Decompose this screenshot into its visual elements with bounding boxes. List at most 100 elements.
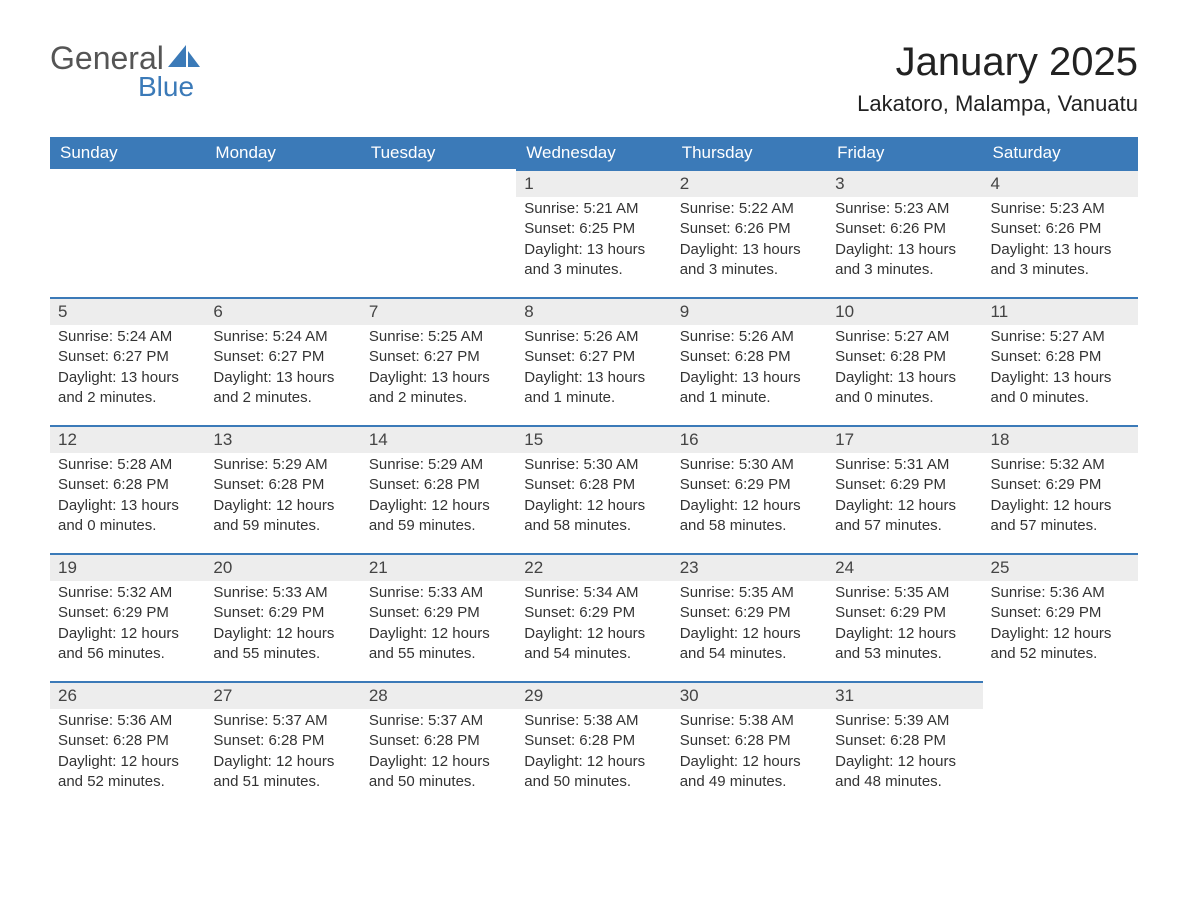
month-title: January 2025 [857,40,1138,85]
sunset-text: Sunset: 6:27 PM [58,347,197,367]
day-number: 13 [205,425,360,453]
sunset-text: Sunset: 6:28 PM [680,731,819,751]
sunrise-text: Sunrise: 5:37 AM [213,711,352,731]
sunrise-text: Sunrise: 5:39 AM [835,711,974,731]
day-details: Sunrise: 5:37 AMSunset: 6:28 PMDaylight:… [205,709,360,800]
sunrise-text: Sunrise: 5:23 AM [835,199,974,219]
daylight-text: Daylight: 13 hours and 2 minutes. [369,368,508,409]
calendar-day-cell: 21Sunrise: 5:33 AMSunset: 6:29 PMDayligh… [361,553,516,681]
calendar-day-cell: 9Sunrise: 5:26 AMSunset: 6:28 PMDaylight… [672,297,827,425]
daylight-text: Daylight: 12 hours and 49 minutes. [680,752,819,793]
day-number: 7 [361,297,516,325]
title-block: January 2025 Lakatoro, Malampa, Vanuatu [857,40,1138,117]
daylight-text: Daylight: 12 hours and 59 minutes. [213,496,352,537]
day-number: 12 [50,425,205,453]
weekday-header: Wednesday [516,137,671,169]
sunrise-text: Sunrise: 5:30 AM [680,455,819,475]
sunset-text: Sunset: 6:29 PM [991,603,1130,623]
location-subtitle: Lakatoro, Malampa, Vanuatu [857,91,1138,117]
calendar-week-row: 19Sunrise: 5:32 AMSunset: 6:29 PMDayligh… [50,553,1138,681]
day-details: Sunrise: 5:36 AMSunset: 6:28 PMDaylight:… [50,709,205,800]
sunset-text: Sunset: 6:29 PM [835,475,974,495]
calendar-day-cell: 13Sunrise: 5:29 AMSunset: 6:28 PMDayligh… [205,425,360,553]
calendar-day-cell: 4Sunrise: 5:23 AMSunset: 6:26 PMDaylight… [983,169,1138,297]
day-number: 11 [983,297,1138,325]
sunrise-text: Sunrise: 5:31 AM [835,455,974,475]
day-number: 16 [672,425,827,453]
logo-text-blue: Blue [138,71,202,103]
daylight-text: Daylight: 13 hours and 0 minutes. [835,368,974,409]
sunrise-text: Sunrise: 5:36 AM [991,583,1130,603]
day-number: 30 [672,681,827,709]
calendar-day-cell: 18Sunrise: 5:32 AMSunset: 6:29 PMDayligh… [983,425,1138,553]
day-details: Sunrise: 5:32 AMSunset: 6:29 PMDaylight:… [983,453,1138,544]
sunrise-text: Sunrise: 5:35 AM [680,583,819,603]
day-details: Sunrise: 5:35 AMSunset: 6:29 PMDaylight:… [672,581,827,672]
sunset-text: Sunset: 6:29 PM [213,603,352,623]
logo: General Blue [50,40,202,103]
calendar-table: Sunday Monday Tuesday Wednesday Thursday… [50,137,1138,809]
calendar-day-cell: 25Sunrise: 5:36 AMSunset: 6:29 PMDayligh… [983,553,1138,681]
day-details: Sunrise: 5:30 AMSunset: 6:29 PMDaylight:… [672,453,827,544]
sunrise-text: Sunrise: 5:27 AM [991,327,1130,347]
day-details: Sunrise: 5:22 AMSunset: 6:26 PMDaylight:… [672,197,827,288]
sunset-text: Sunset: 6:27 PM [369,347,508,367]
calendar-day-cell: 26Sunrise: 5:36 AMSunset: 6:28 PMDayligh… [50,681,205,809]
calendar-day-cell: 8Sunrise: 5:26 AMSunset: 6:27 PMDaylight… [516,297,671,425]
calendar-day-cell [50,169,205,297]
calendar-day-cell: 30Sunrise: 5:38 AMSunset: 6:28 PMDayligh… [672,681,827,809]
daylight-text: Daylight: 12 hours and 58 minutes. [680,496,819,537]
daylight-text: Daylight: 13 hours and 2 minutes. [58,368,197,409]
sunrise-text: Sunrise: 5:29 AM [213,455,352,475]
sunset-text: Sunset: 6:28 PM [213,475,352,495]
sunrise-text: Sunrise: 5:28 AM [58,455,197,475]
daylight-text: Daylight: 12 hours and 48 minutes. [835,752,974,793]
sunrise-text: Sunrise: 5:24 AM [58,327,197,347]
daylight-text: Daylight: 12 hours and 50 minutes. [369,752,508,793]
daylight-text: Daylight: 13 hours and 2 minutes. [213,368,352,409]
day-details: Sunrise: 5:31 AMSunset: 6:29 PMDaylight:… [827,453,982,544]
calendar-day-cell: 27Sunrise: 5:37 AMSunset: 6:28 PMDayligh… [205,681,360,809]
daylight-text: Daylight: 12 hours and 58 minutes. [524,496,663,537]
day-details: Sunrise: 5:34 AMSunset: 6:29 PMDaylight:… [516,581,671,672]
day-number: 24 [827,553,982,581]
day-details: Sunrise: 5:21 AMSunset: 6:25 PMDaylight:… [516,197,671,288]
daylight-text: Daylight: 12 hours and 57 minutes. [991,496,1130,537]
daylight-text: Daylight: 12 hours and 56 minutes. [58,624,197,665]
day-number: 19 [50,553,205,581]
day-number: 5 [50,297,205,325]
sunset-text: Sunset: 6:28 PM [835,347,974,367]
day-number: 22 [516,553,671,581]
calendar-day-cell: 2Sunrise: 5:22 AMSunset: 6:26 PMDaylight… [672,169,827,297]
calendar-day-cell [983,681,1138,809]
day-number: 6 [205,297,360,325]
day-details: Sunrise: 5:35 AMSunset: 6:29 PMDaylight:… [827,581,982,672]
calendar-day-cell: 28Sunrise: 5:37 AMSunset: 6:28 PMDayligh… [361,681,516,809]
sunrise-text: Sunrise: 5:24 AM [213,327,352,347]
day-number: 1 [516,169,671,197]
day-number: 15 [516,425,671,453]
day-details: Sunrise: 5:38 AMSunset: 6:28 PMDaylight:… [516,709,671,800]
weekday-header: Friday [827,137,982,169]
sunrise-text: Sunrise: 5:37 AM [369,711,508,731]
day-details: Sunrise: 5:37 AMSunset: 6:28 PMDaylight:… [361,709,516,800]
sunset-text: Sunset: 6:29 PM [524,603,663,623]
day-details: Sunrise: 5:30 AMSunset: 6:28 PMDaylight:… [516,453,671,544]
calendar-week-row: 26Sunrise: 5:36 AMSunset: 6:28 PMDayligh… [50,681,1138,809]
sunset-text: Sunset: 6:27 PM [213,347,352,367]
sunrise-text: Sunrise: 5:38 AM [524,711,663,731]
sunset-text: Sunset: 6:29 PM [369,603,508,623]
calendar-week-row: 12Sunrise: 5:28 AMSunset: 6:28 PMDayligh… [50,425,1138,553]
weekday-header-row: Sunday Monday Tuesday Wednesday Thursday… [50,137,1138,169]
day-details: Sunrise: 5:26 AMSunset: 6:27 PMDaylight:… [516,325,671,416]
daylight-text: Daylight: 12 hours and 51 minutes. [213,752,352,793]
day-details: Sunrise: 5:39 AMSunset: 6:28 PMDaylight:… [827,709,982,800]
day-details: Sunrise: 5:23 AMSunset: 6:26 PMDaylight:… [827,197,982,288]
day-details: Sunrise: 5:24 AMSunset: 6:27 PMDaylight:… [50,325,205,416]
sunset-text: Sunset: 6:27 PM [524,347,663,367]
sunset-text: Sunset: 6:28 PM [369,731,508,751]
calendar-week-row: 5Sunrise: 5:24 AMSunset: 6:27 PMDaylight… [50,297,1138,425]
calendar-day-cell: 23Sunrise: 5:35 AMSunset: 6:29 PMDayligh… [672,553,827,681]
day-number: 21 [361,553,516,581]
sunset-text: Sunset: 6:29 PM [58,603,197,623]
